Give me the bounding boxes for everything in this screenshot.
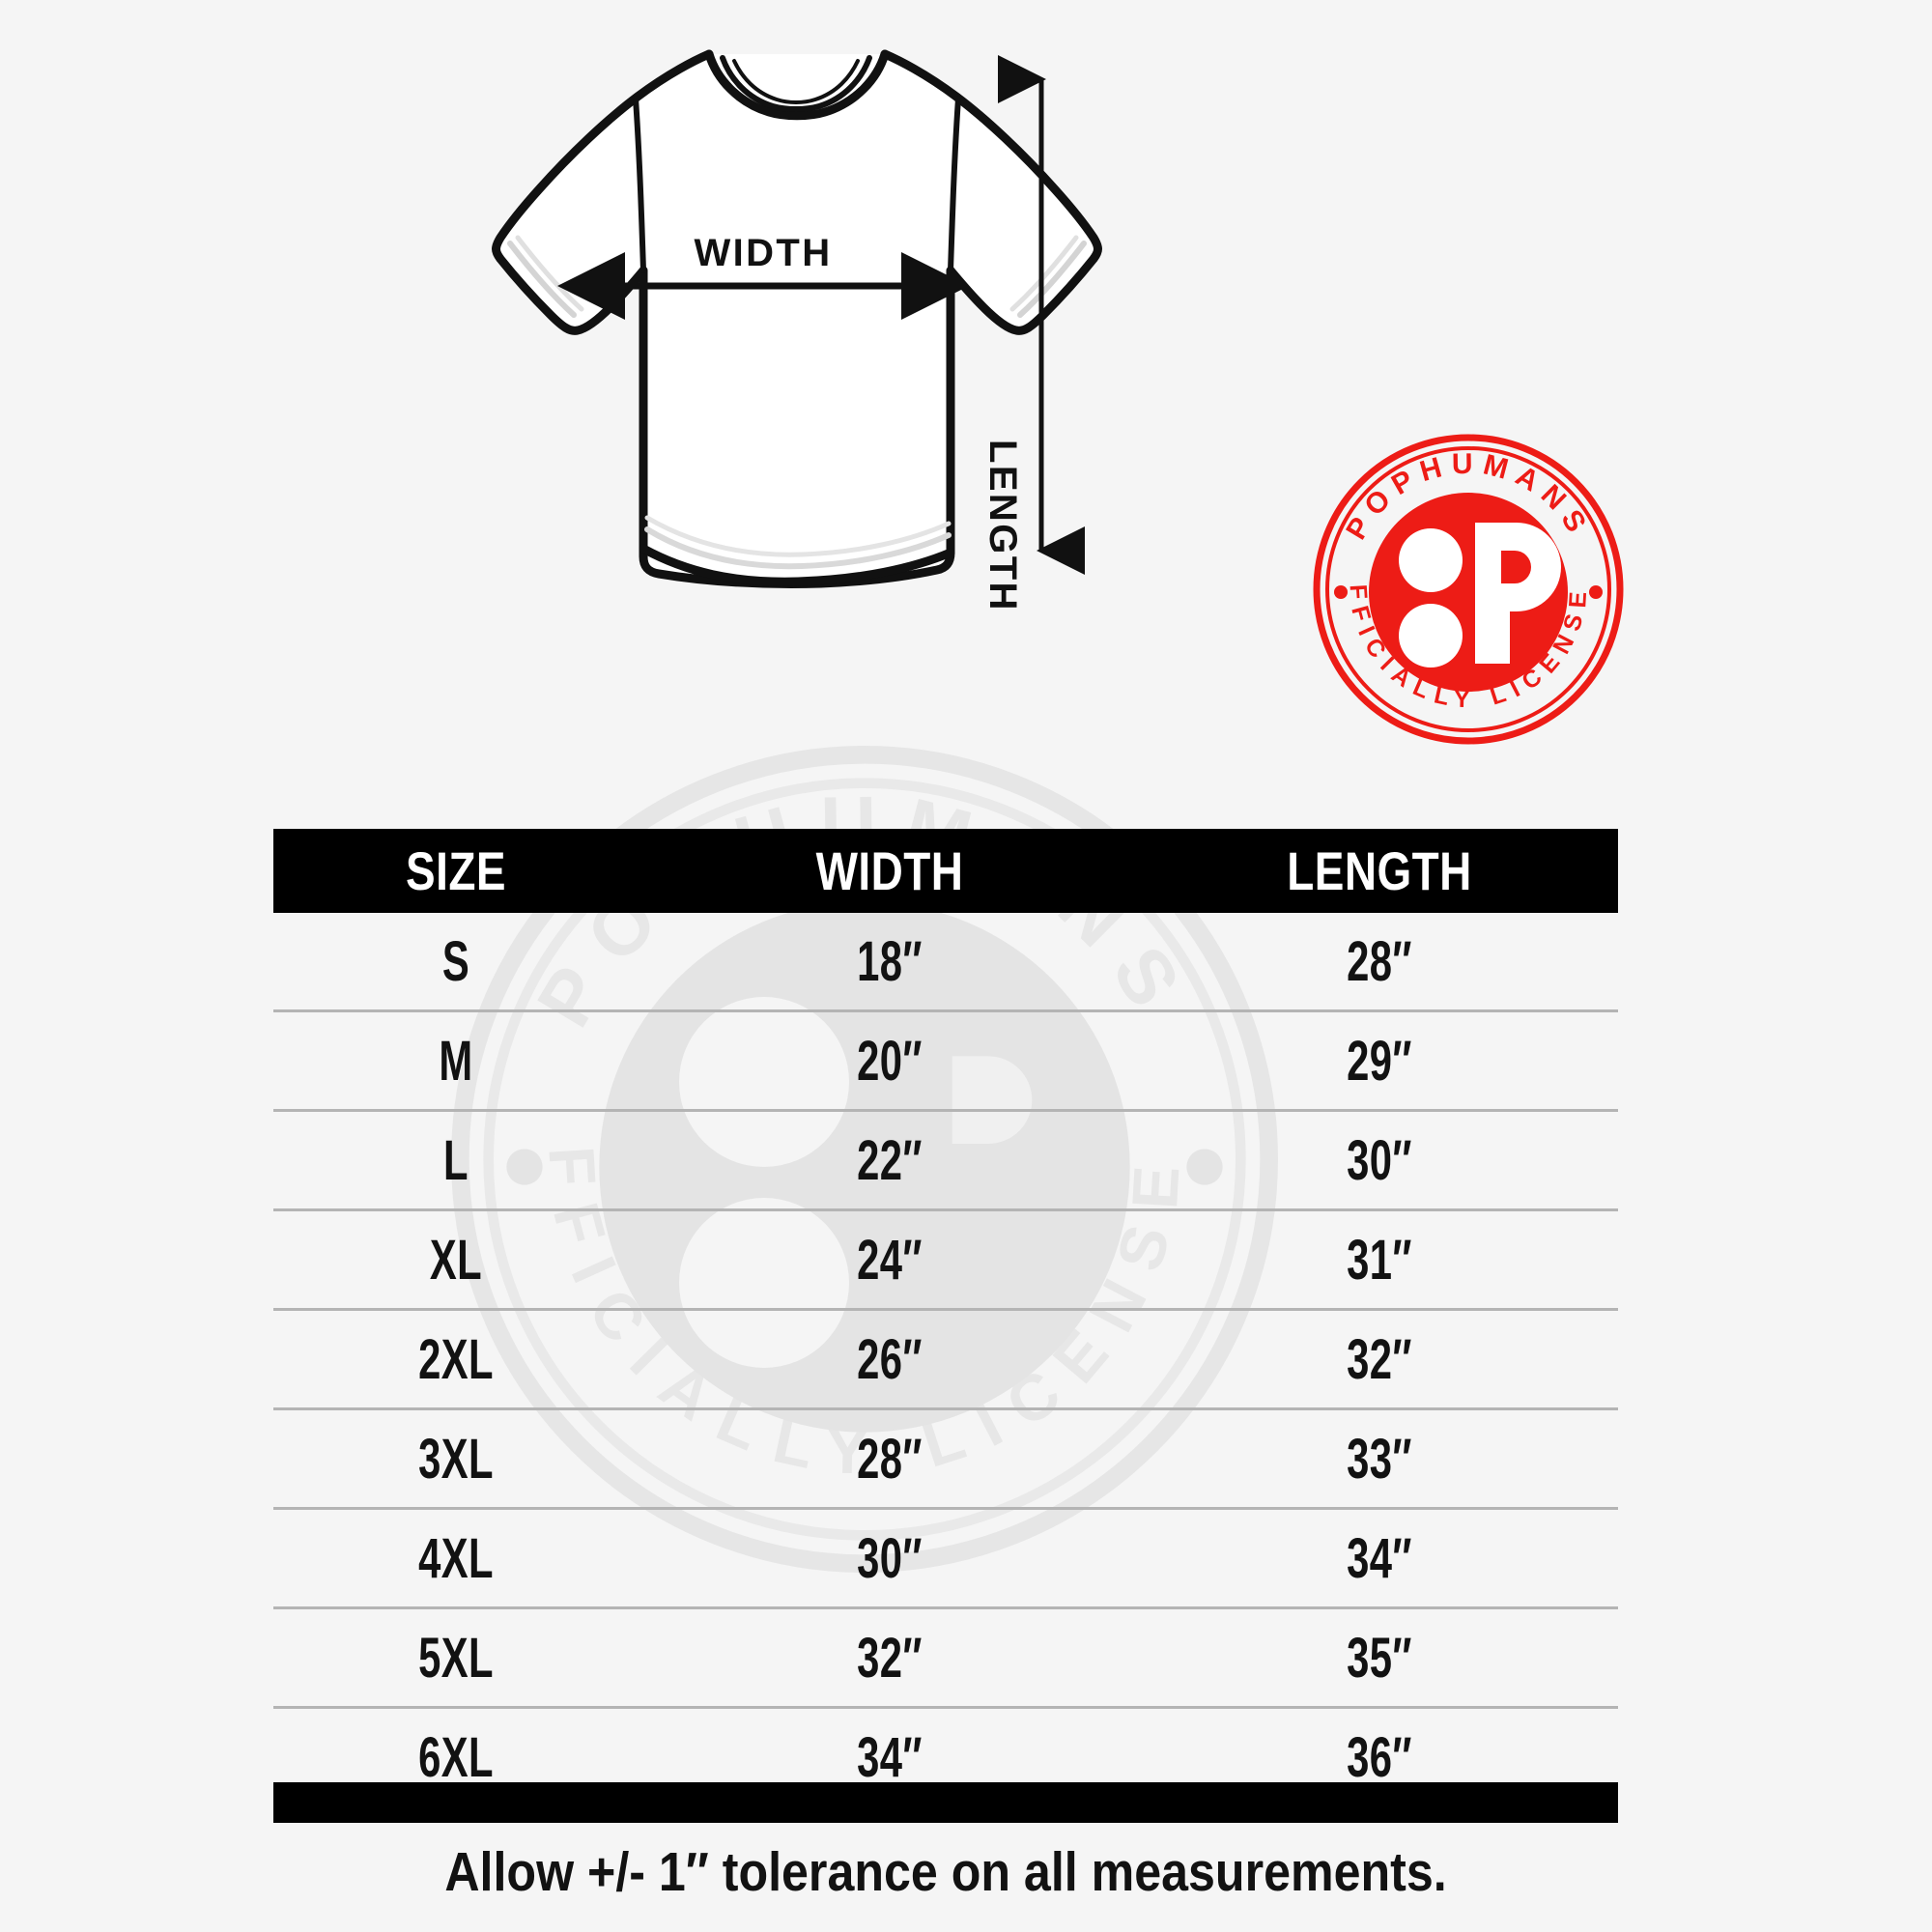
table-row: 4XL 30″ 34″ [273,1510,1618,1609]
width-measure-label: WIDTH [694,232,833,274]
length-measure-label: LENGTH [981,440,1024,612]
cell-length: 34″ [1347,1526,1412,1590]
watermark-dot-right [1186,1149,1223,1185]
cell-width: 34″ [857,1725,923,1789]
cell-length: 35″ [1347,1626,1412,1690]
cell-length: 36″ [1347,1725,1412,1789]
table-header-row: SIZE WIDTH LENGTH [273,829,1618,913]
badge-dot-upper [1399,528,1463,592]
badge-outer-ring [1313,434,1624,745]
table-row: 5XL 32″ 35″ [273,1609,1618,1709]
badge-dot-right [1589,585,1603,599]
cell-size: 3XL [418,1427,494,1491]
cell-width: 28″ [857,1427,923,1491]
watermark-outer-ring [451,746,1278,1573]
badge-inner-ring [1325,446,1611,732]
cell-width: 26″ [857,1327,923,1391]
table-footer-bar [273,1782,1618,1823]
watermark-dot-upper [679,997,849,1167]
size-table: SIZE WIDTH LENGTH S 18″ 28″ M 20″ 29″ L … [273,829,1618,1805]
badge-dot-left [1334,585,1348,599]
watermark-dot-lower [679,1198,849,1368]
cell-size: XL [429,1228,483,1292]
cell-size: 4XL [418,1526,494,1590]
table-row: S 18″ 28″ [273,913,1618,1012]
cell-size: L [443,1128,469,1192]
table-row: L 22″ 30″ [273,1112,1618,1211]
cell-length: 29″ [1347,1029,1412,1093]
table-row: XL 24″ 31″ [273,1211,1618,1311]
watermark-monogram-p [882,981,1112,1358]
cell-width: 22″ [857,1128,923,1192]
header-cell-length: LENGTH [1287,840,1472,901]
watermark-inner-ring [483,778,1246,1541]
cell-length: 28″ [1347,929,1412,993]
table-row: 6XL 34″ 36″ [273,1709,1618,1805]
header-cell-width: WIDTH [815,840,964,901]
cell-width: 18″ [857,929,923,993]
cell-width: 24″ [857,1228,923,1292]
cell-size: M [439,1029,473,1093]
header-cell-size: SIZE [406,840,506,901]
cell-width: 30″ [857,1526,923,1590]
cell-size: 2XL [418,1327,494,1391]
cell-width: 20″ [857,1029,923,1093]
cell-size: S [441,929,470,993]
table-row: 2XL 26″ 32″ [273,1311,1618,1410]
cell-length: 32″ [1347,1327,1412,1391]
watermark-dot-left [506,1149,543,1185]
badge-monogram-p [1475,523,1561,664]
cell-width: 32″ [857,1626,923,1690]
cell-size: 6XL [418,1725,494,1789]
tolerance-note: Allow +/- 1″ tolerance on all measuremen… [444,1841,1447,1903]
cell-length: 30″ [1347,1128,1412,1192]
cell-length: 33″ [1347,1427,1412,1491]
table-row: M 20″ 29″ [273,1012,1618,1112]
badge-dot-lower [1399,604,1463,668]
cell-length: 31″ [1347,1228,1412,1292]
table-row: 3XL 28″ 33″ [273,1410,1618,1510]
pophumans-badge: POPHUMANS OFFICIALLY LICENSED [1309,430,1628,749]
cell-size: 5XL [418,1626,494,1690]
